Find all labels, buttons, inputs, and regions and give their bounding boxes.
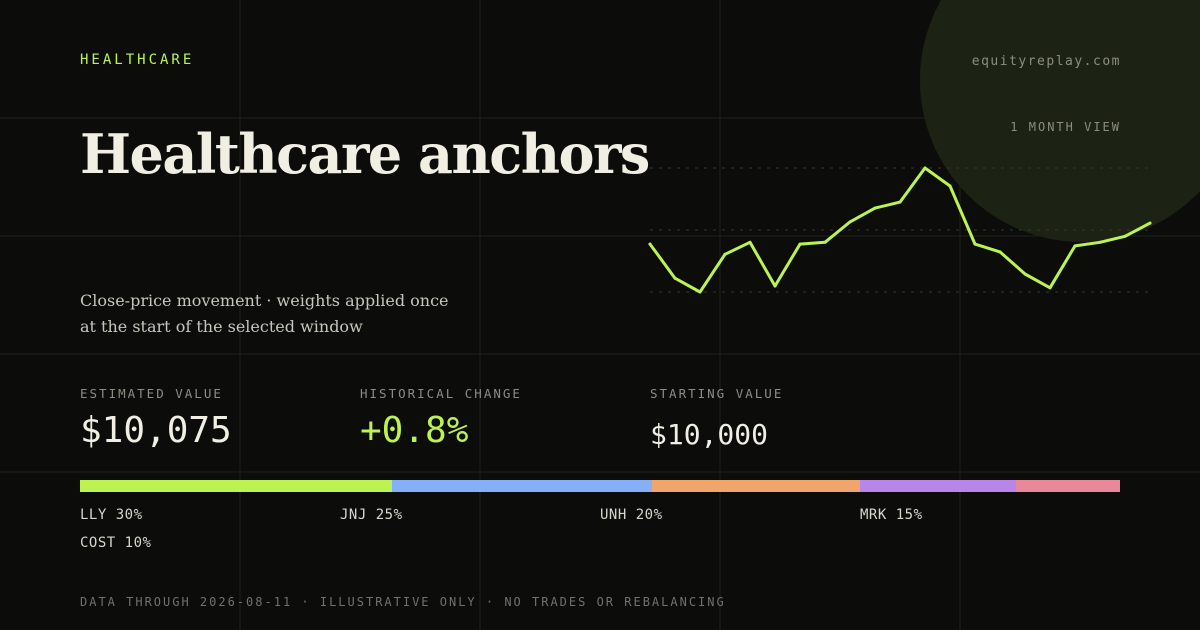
price-chart [648, 166, 1152, 294]
allocation-label-lly: LLY 30% [80, 507, 143, 523]
data-point [898, 200, 902, 204]
allocation-segment-unh [652, 480, 860, 492]
data-point [748, 240, 752, 244]
chart-guides [650, 167, 1150, 293]
data-point [1123, 234, 1127, 238]
data-point [673, 276, 677, 280]
range-label: 1 MONTH VIEW [1010, 120, 1121, 134]
data-point [823, 240, 827, 244]
data-point [698, 290, 702, 294]
data-point [798, 242, 802, 246]
data-point [923, 166, 927, 170]
allocation-segment-jnj [392, 480, 652, 492]
allocation-label-mrk: MRK 15% [860, 507, 923, 523]
allocation-label-unh: UNH 20% [600, 507, 663, 523]
data-point [1048, 286, 1052, 290]
data-point [1073, 244, 1077, 248]
starting-value: $10,000 [650, 418, 769, 451]
allocation-bar [80, 480, 1120, 492]
data-point [773, 284, 777, 288]
allocation-label-cost: COST 10% [80, 535, 152, 551]
estimated-value: $10,075 [80, 410, 232, 451]
data-point [723, 252, 727, 256]
historical-change-value: +0.8% [360, 410, 469, 451]
footer-note: DATA THROUGH 2026-08-11 · ILLUSTRATIVE O… [80, 595, 726, 609]
data-point [873, 206, 877, 210]
data-point [1148, 221, 1152, 225]
data-point [848, 220, 852, 224]
allocation-segment-lly [80, 480, 392, 492]
site-url[interactable]: equityreplay.com [971, 54, 1121, 69]
page-subtitle: Close-price movement · weights applied o… [80, 291, 449, 336]
category-tag: HEALTHCARE [80, 52, 195, 68]
starting-value-label: STARTING VALUE [650, 386, 784, 401]
allocation-label-jnj: JNJ 25% [340, 507, 403, 523]
page-title: Healthcare anchors [80, 122, 650, 186]
data-point [998, 250, 1002, 254]
allocation-segment-mrk [860, 480, 1016, 492]
data-point [1023, 272, 1027, 276]
estimated-value-label: ESTIMATED VALUE [80, 386, 223, 401]
data-point [1098, 240, 1102, 244]
data-point [648, 242, 652, 246]
data-point [973, 242, 977, 246]
historical-change-label: HISTORICAL CHANGE [360, 386, 522, 401]
decor-circle [920, 0, 1200, 242]
data-point [948, 184, 952, 188]
allocation-segment-cost [1016, 480, 1120, 492]
